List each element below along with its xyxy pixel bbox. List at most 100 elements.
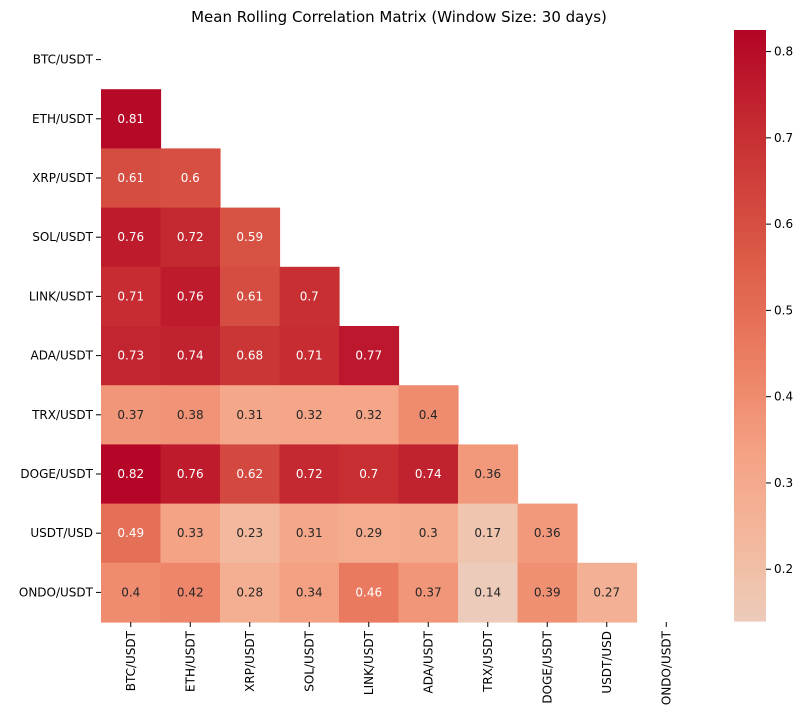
colorbar-segment xyxy=(734,74,766,80)
colorbar-segment xyxy=(734,153,766,159)
colorbar-segment xyxy=(734,84,766,90)
colorbar-segment xyxy=(734,118,766,125)
y-tick-label: BTC/USDT xyxy=(33,53,94,67)
heatmap-cell-label: 0.4 xyxy=(121,585,140,599)
colorbar-tick-label: 0.5 xyxy=(774,303,793,317)
heatmap-cell-label: 0.7 xyxy=(300,289,319,303)
heatmap-cell xyxy=(458,444,519,505)
heatmap-cell xyxy=(279,562,340,623)
colorbar-segment xyxy=(734,433,766,440)
heatmap-cell xyxy=(101,207,162,268)
colorbar-segment xyxy=(734,428,766,435)
colorbar-segment xyxy=(734,261,766,267)
colorbar-segment xyxy=(734,606,766,612)
heatmap-cell xyxy=(220,503,281,564)
heatmap-cell xyxy=(220,385,281,445)
heatmap-cell xyxy=(160,562,221,623)
heatmap-cell-label: 0.38 xyxy=(177,408,204,422)
x-axis-ticks: BTC/USDT ETH/USDT XRP/USDT SOL/USDT LINK/USD… xyxy=(124,622,673,705)
heatmap-cell-label: 0.36 xyxy=(474,467,501,481)
colorbar-segment xyxy=(734,364,766,371)
colorbar-segment xyxy=(734,478,766,484)
x-tick-label: SOL/USDT xyxy=(302,630,316,691)
colorbar-segment xyxy=(734,507,766,514)
heatmap-cell-label: 0.14 xyxy=(474,585,501,599)
heatmap-cell xyxy=(279,503,340,564)
colorbar-segment xyxy=(734,266,766,272)
heatmap-cell-label: 0.49 xyxy=(117,526,144,540)
heatmap-cell-label: 0.71 xyxy=(296,349,323,363)
colorbar-segment xyxy=(734,197,766,203)
colorbar-segment xyxy=(734,561,766,568)
heatmap-cell xyxy=(458,562,519,623)
colorbar-segment xyxy=(734,222,766,228)
colorbar-segment xyxy=(734,305,766,312)
y-tick-label: SOL/USDT xyxy=(32,230,93,244)
x-tick-label: TRX/USDT xyxy=(481,630,495,693)
y-tick-label: LINK/USDT xyxy=(29,289,94,303)
heatmap-cell xyxy=(101,562,162,623)
colorbar-segment xyxy=(734,44,766,51)
colorbar-segment xyxy=(734,438,766,445)
colorbar-segment xyxy=(734,236,766,243)
colorbar-segment xyxy=(734,182,766,189)
y-tick-label: USDT/USD xyxy=(30,526,93,540)
colorbar-segment xyxy=(734,552,766,558)
heatmap-cell-label: 0.68 xyxy=(236,349,263,363)
colorbar-segment xyxy=(734,586,766,593)
heatmap-cell xyxy=(339,503,400,564)
heatmap-cells xyxy=(101,89,638,623)
heatmap-cell-label: 0.28 xyxy=(236,585,263,599)
colorbar-segment xyxy=(734,335,766,341)
colorbar-segment xyxy=(734,276,766,282)
colorbar-tick-label: 0.8 xyxy=(774,45,793,59)
x-tick-label: DOGE/USDT xyxy=(540,630,554,703)
heatmap-cell xyxy=(220,207,281,268)
heatmap-cell xyxy=(160,385,221,445)
colorbar-segment xyxy=(734,350,766,356)
colorbar-segment xyxy=(734,162,766,169)
heatmap-cell xyxy=(279,326,340,386)
heatmap-cell-label: 0.3 xyxy=(419,526,438,540)
colorbar-segment xyxy=(734,286,766,292)
heatmap-cell-label: 0.42 xyxy=(177,585,204,599)
heatmap-cell-label: 0.76 xyxy=(177,467,204,481)
heatmap-cell xyxy=(517,562,578,623)
colorbar-segment xyxy=(734,369,766,376)
colorbar-segment xyxy=(734,202,766,208)
colorbar-segment xyxy=(734,488,766,494)
colorbar-segment xyxy=(734,448,766,455)
x-tick-label: BTC/USDT xyxy=(124,630,138,691)
colorbar-segment xyxy=(734,98,766,105)
heatmap-cell xyxy=(398,503,459,564)
heatmap-cell-label: 0.73 xyxy=(117,349,144,363)
colorbar-segment xyxy=(734,291,766,297)
y-axis-ticks: BTC/USDT ETH/USDT XRP/USDT SOL/USDT LINK/USD… xyxy=(19,53,101,599)
y-tick-label: DOGE/USDT xyxy=(20,467,93,481)
colorbar-segment xyxy=(734,49,766,56)
colorbar-segment xyxy=(734,542,766,548)
colorbar-segment xyxy=(734,231,766,238)
colorbar-segment xyxy=(734,591,766,597)
colorbar-segment xyxy=(734,340,766,346)
colorbar-segment xyxy=(734,251,766,258)
chart-title: Mean Rolling Correlation Matrix (Window … xyxy=(191,8,607,26)
colorbar-segment xyxy=(734,158,766,164)
colorbar-segment xyxy=(734,54,766,61)
colorbar-segment xyxy=(734,172,766,179)
colorbar-segment xyxy=(734,133,766,139)
colorbar: 0.2 0.3 0.4 0.5 0.6 0.7 0.8 xyxy=(734,30,793,622)
colorbar-segment xyxy=(734,419,766,425)
colorbar-segment xyxy=(734,527,766,533)
colorbar-segment xyxy=(734,207,766,213)
colorbar-segment xyxy=(734,320,766,327)
colorbar-segment xyxy=(734,601,766,607)
x-tick-label: LINK/USDT xyxy=(362,630,376,695)
colorbar-segment xyxy=(734,463,766,469)
colorbar-segment xyxy=(734,69,766,75)
colorbar-tick-label: 0.6 xyxy=(774,217,793,231)
colorbar-segment xyxy=(734,453,766,460)
heatmap-cell-label: 0.33 xyxy=(177,526,204,540)
x-tick-label: USDT/USD xyxy=(600,631,614,694)
